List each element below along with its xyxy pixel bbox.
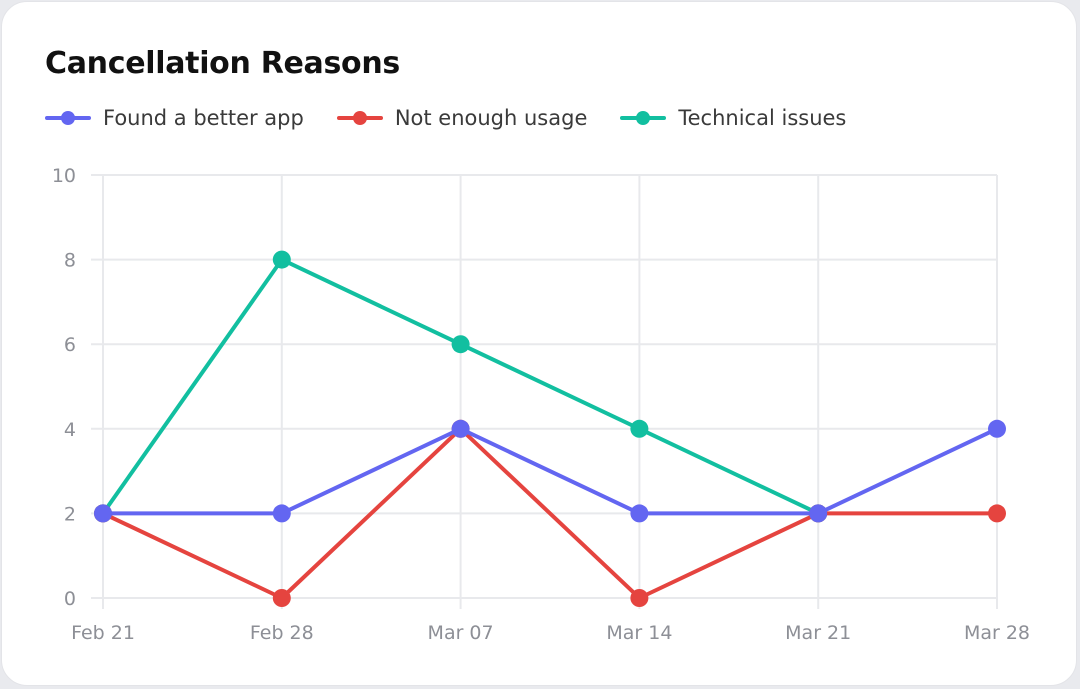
y-tick-label: 0 [64,588,76,610]
series-line-not-enough-usage [101,426,999,600]
data-point-found-a-better-app [272,504,291,523]
x-tick-label: Mar 21 [785,622,851,644]
x-tick-label: Feb 21 [71,622,135,644]
data-point-not-enough-usage [272,589,291,607]
legend-swatch-icon [336,111,383,125]
x-axis-labels: Feb 21 Feb 28 Mar 07 Mar 14 Mar 21 Mar 28 [71,622,1030,644]
y-tick-label: 4 [64,419,76,441]
series-line-found-a-better-app [101,426,999,516]
data-point-not-enough-usage [988,504,1006,523]
data-point-technical-issues [451,335,470,354]
data-point-found-a-better-app [630,504,649,523]
data-point-found-a-better-app [988,419,1006,438]
data-point-found-a-better-app [809,504,828,523]
grid [91,174,998,609]
series-found-a-better-app [94,419,1006,523]
y-axis-labels: 0 2 4 6 8 10 [52,165,76,610]
data-point-found-a-better-app [451,419,470,438]
x-tick-label: Feb 28 [250,622,314,644]
x-tick-label: Mar 28 [964,622,1030,644]
legend-label: Found a better app [103,106,304,130]
legend-dot [61,111,75,125]
legend-swatch-icon [45,111,91,125]
legend-item-technical-issues[interactable]: Technical issues [620,104,846,132]
data-point-not-enough-usage [630,589,649,607]
chart-title: Cancellation Reasons [45,46,400,81]
y-tick-label: 6 [64,334,76,356]
data-point-found-a-better-app [94,504,112,523]
x-tick-label: Mar 07 [428,622,494,644]
x-tick-label: Mar 14 [606,622,672,644]
legend-swatch-icon [620,111,667,125]
legend-item-not-enough-usage[interactable]: Not enough usage [336,104,588,132]
data-point-technical-issues [630,419,649,438]
y-tick-label: 2 [64,503,76,525]
legend-label: Technical issues [678,106,847,130]
data-point-technical-issues [272,250,291,269]
legend-item-found-a-better-app[interactable]: Found a better app [45,104,304,132]
legend-dot [636,111,651,125]
y-tick-label: 10 [52,165,76,187]
y-tick-label: 8 [64,250,76,272]
chart-legend: Found a better app Not enough usage Techni… [45,104,879,132]
legend-dot [352,111,367,125]
legend-label: Not enough usage [394,106,588,130]
